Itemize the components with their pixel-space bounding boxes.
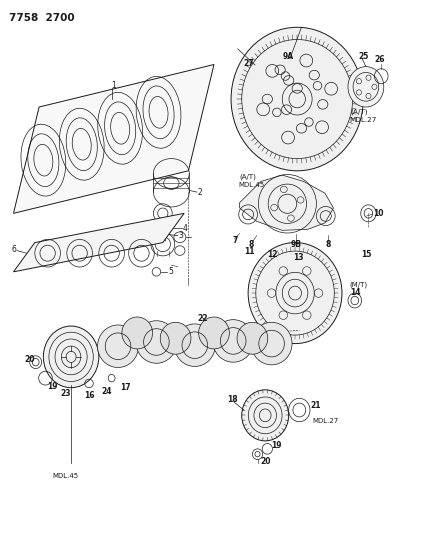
Text: 20: 20: [24, 355, 35, 364]
Text: 12: 12: [268, 251, 278, 260]
Polygon shape: [240, 175, 333, 230]
Text: 24: 24: [101, 387, 111, 396]
Text: 6: 6: [12, 245, 16, 254]
Ellipse shape: [136, 321, 177, 364]
Ellipse shape: [251, 322, 292, 365]
Ellipse shape: [248, 243, 342, 344]
Text: (M/T): (M/T): [350, 281, 368, 288]
Ellipse shape: [213, 320, 254, 362]
Text: 7: 7: [232, 237, 238, 246]
Text: 18: 18: [227, 395, 238, 404]
Polygon shape: [14, 213, 184, 272]
Text: 9A: 9A: [282, 52, 293, 61]
Ellipse shape: [199, 317, 229, 349]
Text: 25: 25: [358, 52, 369, 61]
Text: 21: 21: [311, 401, 321, 410]
Text: 15: 15: [361, 251, 372, 260]
Ellipse shape: [237, 322, 268, 354]
Ellipse shape: [174, 324, 215, 367]
Text: (A/T): (A/T): [351, 108, 368, 115]
Text: MDL.27: MDL.27: [350, 117, 377, 123]
Text: 8: 8: [249, 240, 254, 249]
Ellipse shape: [242, 390, 288, 441]
Ellipse shape: [160, 322, 191, 354]
Text: MDL.27: MDL.27: [312, 418, 339, 424]
Text: 7758  2700: 7758 2700: [9, 13, 75, 23]
Ellipse shape: [43, 326, 99, 387]
Ellipse shape: [98, 325, 139, 368]
Text: MDL.45: MDL.45: [239, 182, 265, 188]
Text: 4: 4: [183, 224, 188, 233]
Text: 22: 22: [197, 314, 208, 323]
Text: 10: 10: [373, 209, 383, 218]
Ellipse shape: [231, 27, 363, 171]
Text: (A/T): (A/T): [240, 174, 256, 181]
Text: 8: 8: [326, 240, 331, 249]
Text: 14: 14: [351, 287, 361, 296]
Text: 26: 26: [374, 55, 385, 63]
Ellipse shape: [122, 317, 152, 349]
Text: 16: 16: [84, 391, 95, 400]
Text: 27: 27: [244, 59, 255, 68]
Text: 20: 20: [260, 457, 270, 465]
Text: MDL.45: MDL.45: [52, 473, 78, 480]
Text: 9B: 9B: [291, 240, 302, 249]
Text: 13: 13: [293, 254, 303, 262]
Text: 1: 1: [111, 81, 116, 90]
Text: 2: 2: [198, 188, 202, 197]
Text: 19: 19: [272, 441, 282, 450]
Polygon shape: [14, 64, 214, 213]
Text: 5: 5: [168, 268, 173, 276]
Ellipse shape: [348, 67, 384, 107]
Text: 3: 3: [178, 231, 184, 240]
Text: 17: 17: [120, 383, 131, 392]
Text: 19: 19: [47, 382, 57, 391]
Text: 23: 23: [60, 389, 71, 398]
Text: 11: 11: [244, 247, 254, 256]
